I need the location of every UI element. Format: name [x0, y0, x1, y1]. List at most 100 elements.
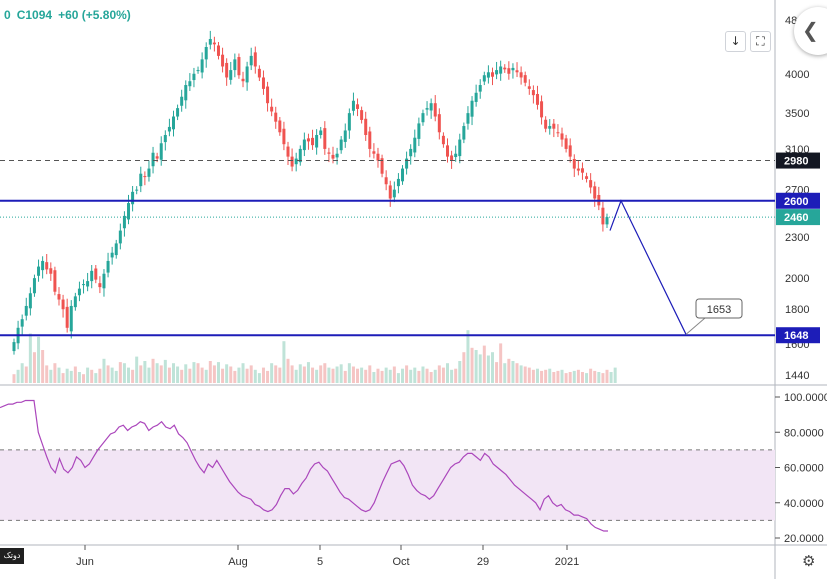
- candle-body: [176, 108, 180, 117]
- candle-body: [478, 85, 482, 92]
- volume-bar: [605, 369, 609, 383]
- candle-body: [335, 153, 339, 158]
- volume-bar: [221, 368, 225, 383]
- volume-bar: [540, 370, 544, 383]
- volume-bar: [98, 368, 102, 383]
- volume-bar: [118, 362, 122, 383]
- volume-bar: [257, 373, 261, 383]
- candle-body: [188, 81, 192, 87]
- candle-body: [544, 119, 548, 129]
- candle-body: [560, 133, 564, 140]
- side-panel-toggle[interactable]: ❮: [794, 7, 827, 55]
- price-tick-label: 3500: [785, 108, 809, 120]
- volume-bar: [462, 352, 466, 383]
- rsi-band: [0, 449, 775, 521]
- candle-body: [233, 59, 237, 71]
- volume-bar: [147, 367, 151, 383]
- candle-body: [41, 260, 45, 271]
- arrow-down-icon[interactable]: ↓: [725, 31, 746, 52]
- candle-body: [482, 75, 486, 82]
- volume-bar: [45, 365, 49, 383]
- volume-bar: [37, 336, 41, 383]
- candle-body: [339, 139, 343, 151]
- price-tag-label: 2980: [784, 156, 808, 168]
- volume-bar: [106, 365, 110, 383]
- volume-bar: [77, 372, 81, 383]
- volume-bar: [135, 356, 139, 383]
- volume-bar: [122, 363, 126, 383]
- candle-body: [364, 118, 368, 135]
- candle-body: [576, 168, 580, 171]
- candle-body: [82, 284, 86, 286]
- price-tag-label: 1648: [784, 330, 808, 342]
- candle-body: [151, 152, 155, 167]
- candle-body: [323, 128, 327, 149]
- candle-body: [511, 67, 515, 71]
- volume-bar: [364, 369, 368, 383]
- candle-body: [495, 70, 499, 75]
- volume-bar: [249, 365, 253, 383]
- candle-body: [180, 96, 184, 106]
- candle-body: [474, 92, 478, 102]
- volume-bar: [53, 363, 57, 383]
- candle-body: [278, 120, 282, 133]
- volume-bar: [458, 361, 462, 383]
- volume-bar: [437, 365, 441, 383]
- candle-body: [490, 72, 494, 77]
- volume-bar: [171, 363, 175, 383]
- ohlc-legend: 0 C1094 +60 (+5.80%): [4, 8, 137, 22]
- volume-bar: [282, 341, 286, 383]
- volume-bar: [335, 366, 339, 383]
- volume-bar: [61, 373, 65, 383]
- fullscreen-icon[interactable]: ⛶: [750, 31, 771, 52]
- volume-bar: [241, 363, 245, 383]
- volume-bar: [446, 363, 450, 383]
- volume-bar: [167, 367, 171, 383]
- candle-body: [241, 78, 245, 82]
- rsi-tick-label: 80.0000: [784, 427, 824, 439]
- volume-bar: [208, 361, 212, 383]
- candle-body: [286, 146, 290, 157]
- candle-body: [274, 112, 278, 122]
- volume-bar: [523, 366, 527, 383]
- volume-bar: [327, 367, 331, 383]
- candle-body: [69, 305, 73, 332]
- legend-change: +60 (+5.80%): [58, 8, 131, 22]
- volume-bar: [576, 369, 580, 383]
- volume-bar: [482, 345, 486, 383]
- volume-bar: [233, 370, 237, 383]
- volume-bar: [454, 368, 458, 383]
- price-tag-bg: [776, 192, 820, 209]
- candle-body: [147, 168, 151, 177]
- volume-bar: [69, 370, 73, 383]
- candle-body: [118, 230, 122, 244]
- volume-bar: [609, 372, 613, 383]
- candle-body: [61, 299, 65, 310]
- volume-bar: [184, 364, 188, 383]
- volume-bar: [319, 365, 323, 383]
- candle-body: [163, 134, 167, 143]
- rsi-tick-label: 40.0000: [784, 498, 824, 510]
- legend-prefix: 0: [4, 8, 11, 22]
- volume-bar: [507, 358, 511, 383]
- volume-bar: [613, 367, 617, 383]
- candle-body: [605, 217, 609, 225]
- volume-bar: [82, 374, 86, 383]
- candle-body: [225, 62, 229, 78]
- candle-body: [32, 278, 36, 294]
- volume-bar: [470, 347, 474, 383]
- volume-bar: [519, 365, 523, 383]
- candle-body: [106, 260, 110, 273]
- candle-body: [580, 168, 584, 173]
- volume-bar: [16, 369, 20, 383]
- volume-bar: [298, 364, 302, 383]
- volume-bar: [200, 367, 204, 383]
- price-tag-bg: [776, 327, 820, 344]
- candle-body: [392, 189, 396, 198]
- volume-bar: [65, 368, 69, 383]
- gear-icon[interactable]: ⚙: [802, 552, 816, 570]
- candle-body: [196, 70, 200, 72]
- price-tag-label: 2460: [784, 212, 808, 224]
- candle-body: [417, 123, 421, 139]
